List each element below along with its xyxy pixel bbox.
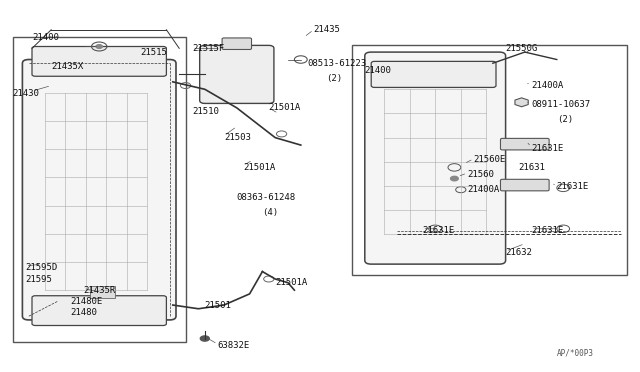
FancyBboxPatch shape (371, 61, 496, 87)
Text: 21501A: 21501A (269, 103, 301, 112)
Text: 21435: 21435 (314, 25, 340, 34)
Text: 21632: 21632 (506, 248, 532, 257)
Text: 21435R: 21435R (83, 286, 115, 295)
Text: 21631: 21631 (518, 163, 545, 172)
Text: AP/*00P3: AP/*00P3 (557, 348, 594, 357)
Text: 21400A: 21400A (531, 81, 563, 90)
Text: 21435X: 21435X (51, 62, 83, 71)
FancyBboxPatch shape (200, 45, 274, 103)
Text: 21501A: 21501A (243, 163, 275, 172)
Text: 21515F: 21515F (192, 44, 224, 53)
Text: (2): (2) (557, 115, 573, 124)
FancyBboxPatch shape (500, 179, 549, 191)
Text: 21631E: 21631E (531, 226, 563, 235)
Text: 63832E: 63832E (218, 341, 250, 350)
Text: 21560: 21560 (467, 170, 494, 179)
Text: 21480E: 21480E (70, 297, 102, 306)
FancyBboxPatch shape (222, 38, 252, 49)
FancyBboxPatch shape (90, 286, 115, 298)
Text: 21510: 21510 (192, 107, 219, 116)
Circle shape (451, 176, 458, 181)
Text: (4): (4) (262, 208, 278, 217)
Text: 21503: 21503 (224, 133, 251, 142)
Text: 21550G: 21550G (506, 44, 538, 53)
Text: 21430: 21430 (13, 89, 40, 97)
Text: 08911-10637: 08911-10637 (531, 100, 590, 109)
Text: 21501A: 21501A (275, 278, 307, 287)
FancyBboxPatch shape (32, 46, 166, 76)
Text: 21631E: 21631E (422, 226, 454, 235)
Text: (2): (2) (326, 74, 342, 83)
Text: 21501: 21501 (205, 301, 232, 310)
Text: 08363-61248: 08363-61248 (237, 193, 296, 202)
Circle shape (96, 45, 102, 48)
FancyBboxPatch shape (365, 52, 506, 264)
Circle shape (200, 336, 209, 341)
Text: 21400: 21400 (365, 66, 392, 75)
FancyBboxPatch shape (22, 60, 176, 320)
Text: 21595D: 21595D (26, 263, 58, 272)
Text: 21480: 21480 (70, 308, 97, 317)
Text: 08513-61223: 08513-61223 (307, 59, 366, 68)
Text: 21631E: 21631E (557, 182, 589, 190)
FancyBboxPatch shape (32, 296, 166, 326)
Text: 21515: 21515 (141, 48, 168, 57)
FancyBboxPatch shape (500, 138, 549, 150)
Text: 21400: 21400 (32, 33, 59, 42)
Text: 21595: 21595 (26, 275, 52, 283)
Text: 21560E: 21560E (474, 155, 506, 164)
Text: 21631E: 21631E (531, 144, 563, 153)
Text: 21400A: 21400A (467, 185, 499, 194)
